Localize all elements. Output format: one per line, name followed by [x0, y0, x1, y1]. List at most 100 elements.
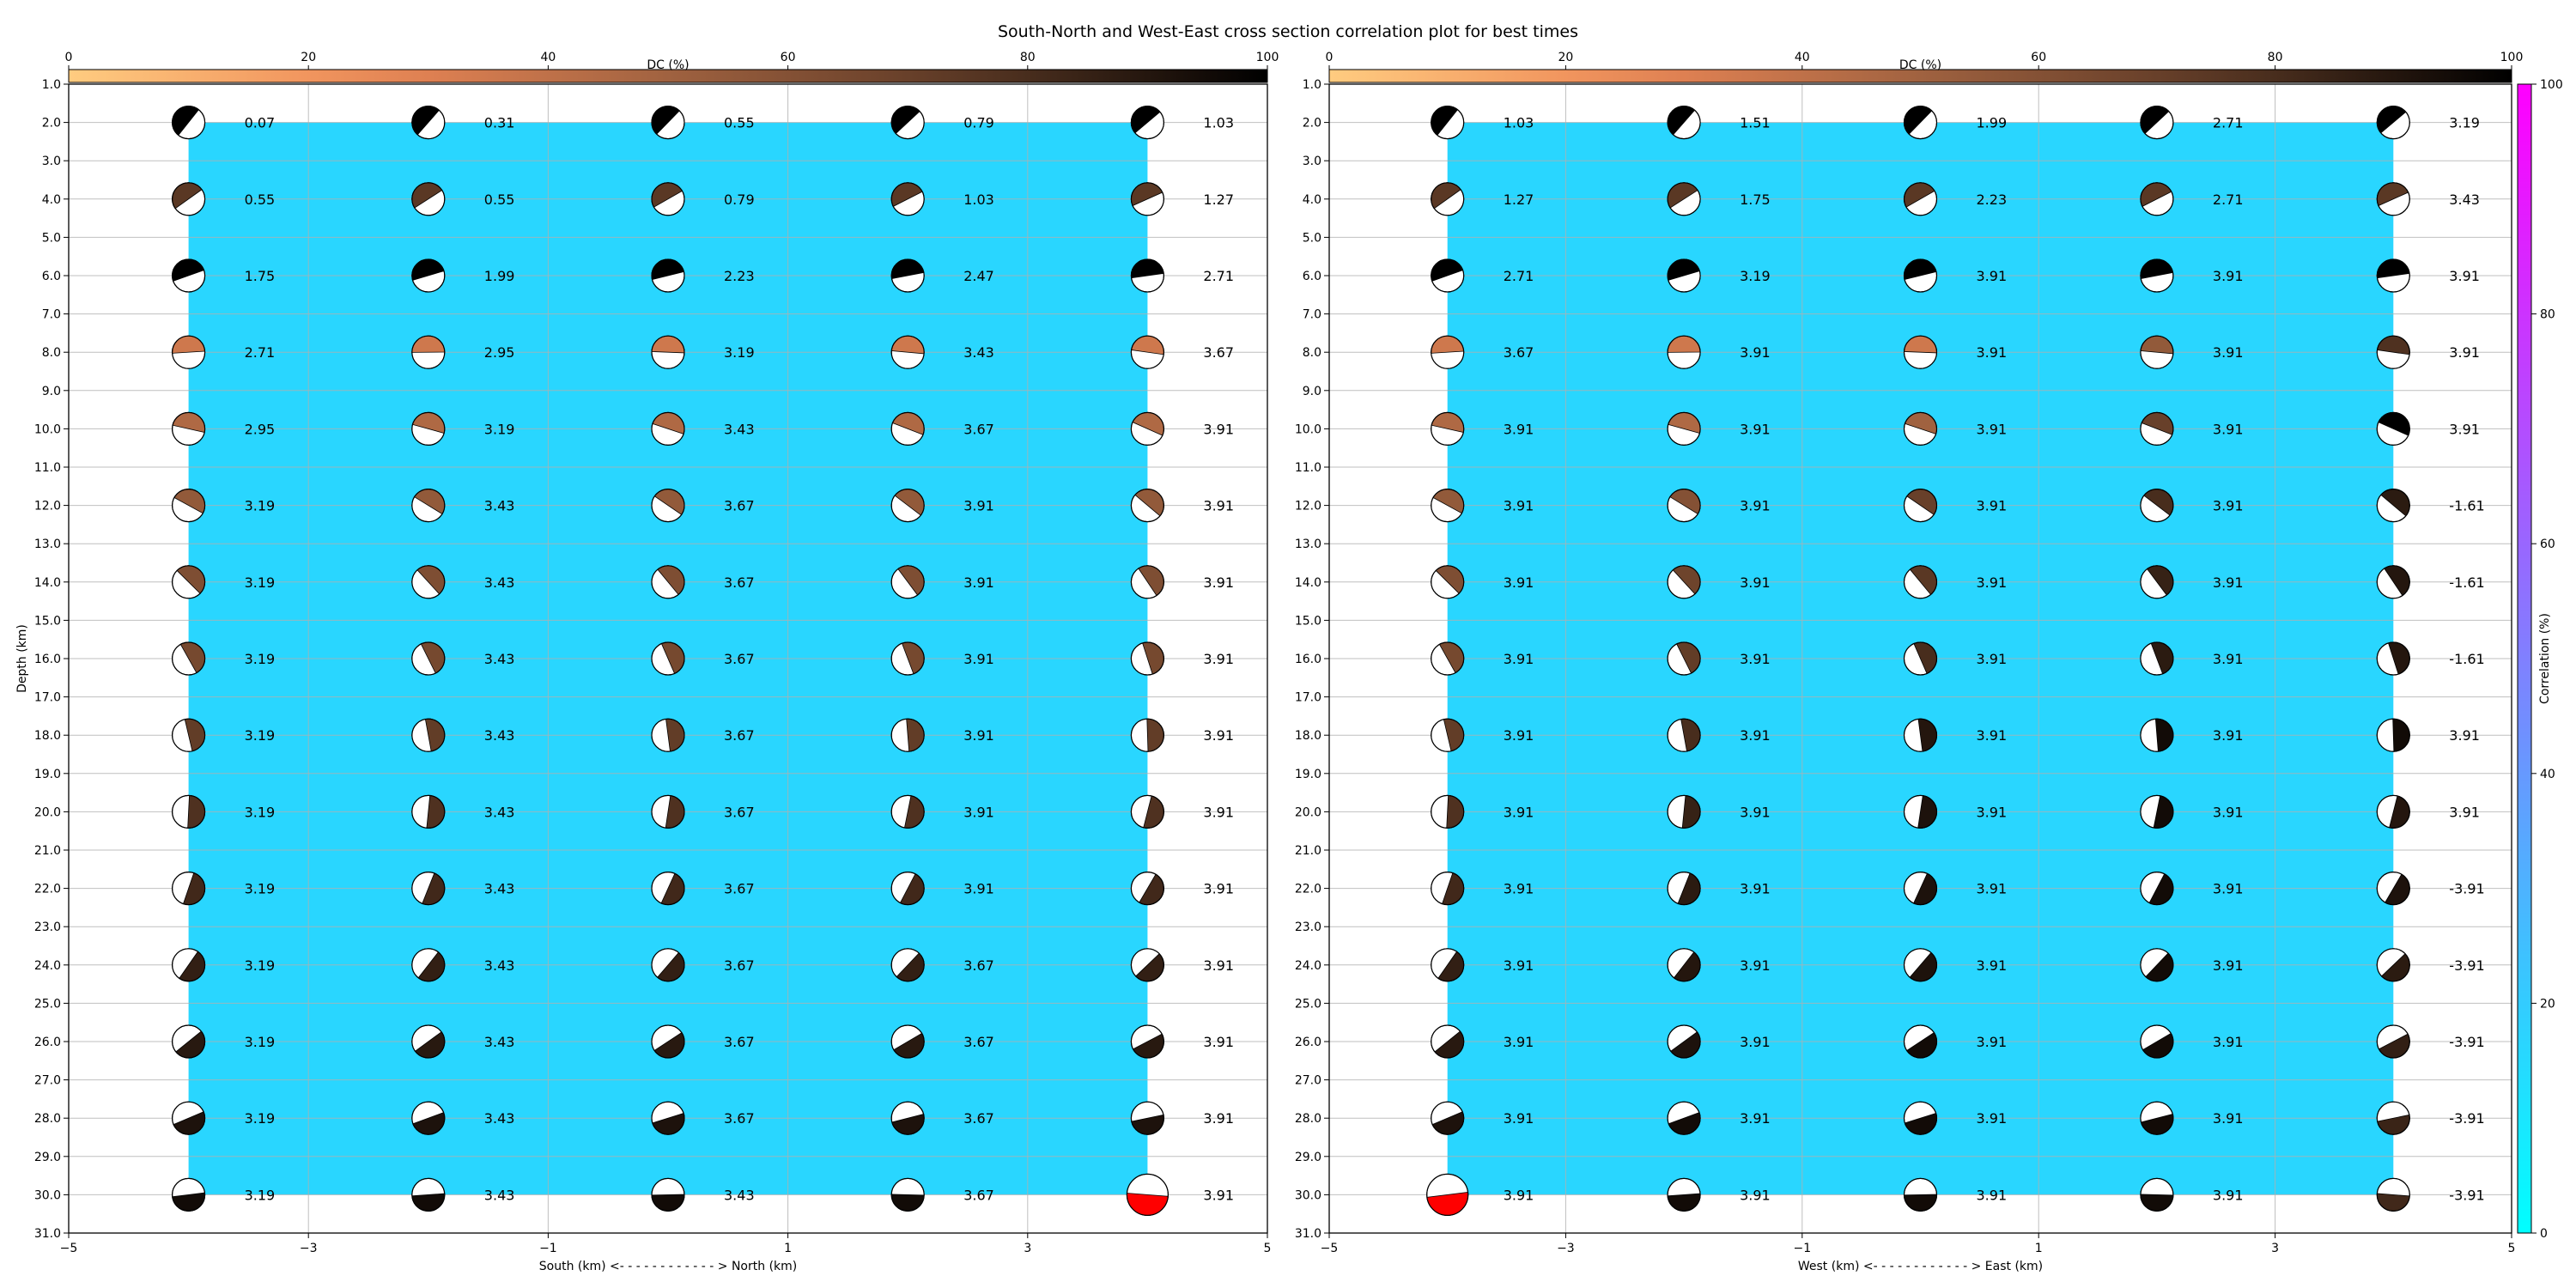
beachball-marker: [2140, 948, 2174, 982]
corr-colorbar-label: Correlation (%): [2538, 613, 2552, 704]
time-label: 3.91: [2449, 727, 2480, 744]
beachball-outline: [2140, 335, 2174, 369]
beachball-outline: [411, 488, 446, 523]
time-label: 3.91: [1504, 1110, 1534, 1127]
beachball-outline: [2140, 948, 2174, 982]
beachball-outline: [1431, 871, 1465, 906]
beachball-marker: [1903, 794, 1938, 829]
time-label: 3.67: [963, 1187, 994, 1203]
beachball-outline: [1431, 335, 1465, 369]
time-label: 3.91: [2213, 1034, 2244, 1050]
beachball-marker: [2376, 1101, 2410, 1135]
y-tick-label: 6.0: [42, 270, 61, 283]
beachball-outline: [2140, 488, 2174, 523]
time-label: 3.91: [2213, 881, 2244, 897]
beachball-outline: [172, 411, 206, 446]
beachball-marker: [1667, 182, 1701, 216]
beachball-marker: [651, 258, 685, 293]
time-label: 2.71: [1504, 268, 1534, 284]
beachball-marker: [1903, 641, 1938, 676]
beachball-marker: [1667, 794, 1701, 829]
beachball-marker: [1431, 258, 1465, 293]
beachball-compression: [2376, 1193, 2410, 1212]
x-axis-label: South (km) <- - - - - - - - - - - - > No…: [539, 1260, 797, 1273]
beachball-outline: [2376, 258, 2410, 293]
y-tick-label: 1.0: [1303, 78, 1321, 92]
y-tick-label: 15.0: [34, 614, 61, 628]
x-tick-label: −3: [300, 1242, 318, 1255]
time-label: 1.27: [1504, 191, 1534, 208]
time-label: 3.91: [2213, 344, 2244, 361]
beachball-outline: [2140, 1024, 2174, 1059]
time-label: 3.91: [2213, 268, 2244, 284]
y-tick-label: 23.0: [34, 920, 61, 934]
time-label: 3.91: [1740, 1110, 1771, 1127]
time-label: 3.19: [245, 498, 276, 514]
beachball-outline: [1667, 106, 1701, 140]
beachball-marker: [1130, 106, 1165, 140]
beachball-marker: [1130, 641, 1165, 676]
time-label: 1.75: [1740, 191, 1771, 208]
beachball-marker: [1431, 335, 1465, 369]
beachball-outline: [1130, 335, 1165, 369]
beachball-marker: [411, 641, 446, 676]
beachball-marker: [2376, 565, 2410, 599]
beachball-marker: [172, 871, 206, 906]
corr-colorbar-tick-label: 60: [2540, 538, 2555, 551]
beachball-outline: [411, 182, 446, 216]
time-label: 3.19: [245, 957, 276, 974]
beachball-marker: [411, 335, 446, 369]
beachball-marker: [172, 258, 206, 293]
y-tick-label: 13.0: [34, 538, 61, 551]
time-label: -3.91: [2449, 881, 2484, 897]
time-label: 3.91: [1504, 421, 1534, 437]
beachball-outline: [2140, 411, 2174, 446]
beachball-marker: [172, 1177, 206, 1212]
x-tick-label: 3: [1024, 1242, 1031, 1255]
beachball-outline: [890, 641, 925, 676]
beachball-marker: [651, 488, 685, 523]
time-label: 2.71: [2213, 115, 2244, 131]
y-tick-label: 22.0: [34, 883, 61, 896]
beachball-marker: [890, 794, 925, 829]
beachball-marker: [2140, 1024, 2174, 1059]
beachball-marker: [2376, 258, 2410, 293]
time-label: 3.91: [1740, 421, 1771, 437]
beachball-marker: [1431, 182, 1465, 216]
time-label: 3.91: [1740, 344, 1771, 361]
beachball-outline: [651, 1024, 685, 1059]
corr-colorbar-tick-label: 0: [2540, 1227, 2548, 1241]
x-axis-label: West (km) <- - - - - - - - - - - - > Eas…: [1798, 1260, 2043, 1273]
beachball-marker: [2140, 488, 2174, 523]
time-label: 3.67: [724, 574, 755, 591]
x-tick-label: −1: [1793, 1242, 1811, 1255]
dc-colorbar-tick-label: 20: [1558, 51, 1573, 64]
time-label: 3.91: [963, 727, 994, 744]
dc-colorbar-tick-label: 20: [301, 51, 316, 64]
beachball-marker: [890, 1177, 925, 1212]
beachball-outline: [651, 1101, 685, 1135]
beachball-outline: [1903, 488, 1938, 523]
y-tick-label: 20.0: [1295, 805, 1321, 819]
beachball-outline: [651, 182, 685, 216]
dc-colorbar-tick-label: 60: [781, 51, 796, 64]
beachball-outline: [890, 565, 925, 599]
time-label: 3.91: [1977, 344, 2008, 361]
time-label: 3.19: [245, 651, 276, 667]
beachball-outline: [411, 565, 446, 599]
y-tick-label: 8.0: [1303, 346, 1321, 360]
time-label: -3.91: [2449, 1187, 2484, 1203]
time-label: 3.91: [1504, 574, 1534, 591]
beachball-marker: [890, 718, 925, 752]
beachball-outline: [1431, 488, 1465, 523]
beachball-outline: [1667, 718, 1701, 752]
beachball-marker: [2140, 1101, 2174, 1135]
beachball-outline: [2376, 871, 2410, 906]
time-label: 3.91: [2213, 498, 2244, 514]
beachball-marker: [2376, 488, 2410, 523]
dc-colorbar-tick-label: 80: [2268, 51, 2283, 64]
beachball-compression: [2392, 718, 2410, 752]
time-label: -1.61: [2449, 651, 2484, 667]
beachball-marker: [890, 1101, 925, 1135]
beachball-marker: [1431, 794, 1465, 829]
